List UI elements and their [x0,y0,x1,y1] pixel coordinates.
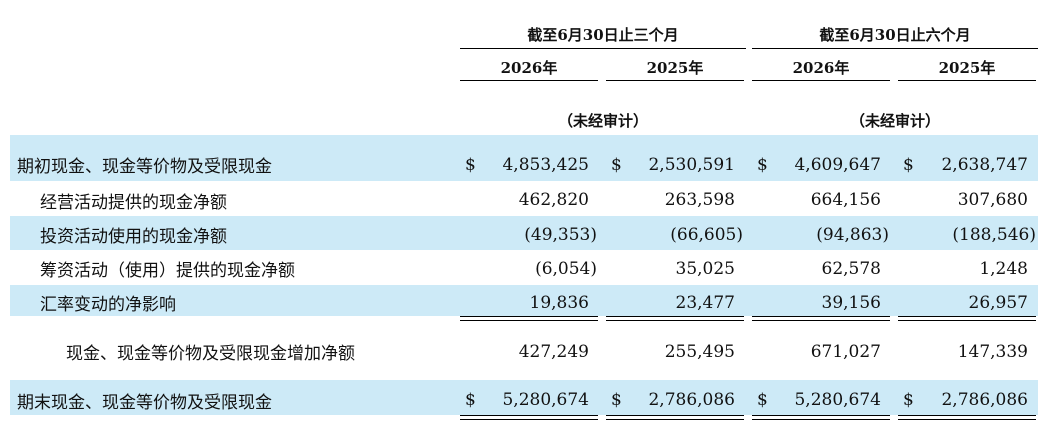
year-rule-2 [606,80,744,81]
value-closing-c2: 2,786,086 [648,390,735,410]
row-label-operating: 经营活动提供的现金净额 [40,193,227,213]
row-band-opening [10,135,1038,181]
value-opening-c3: 4,609,647 [794,155,881,175]
year-header-4: 2025年 [938,59,996,77]
header-three-months: 截至6月30日止三个月 [527,26,679,44]
subtotal-rule-4 [898,316,1036,321]
value-fx-c3: 39,156 [821,293,881,313]
total-double-rule-2 [606,415,744,420]
value-opening-c4: 2,638,747 [941,155,1028,175]
value-financing-c4: 1,248 [979,259,1028,279]
value-opening-c2: 2,530,591 [648,155,735,175]
value-fx-c4: 26,957 [968,293,1028,313]
total-double-rule-3 [752,415,890,420]
value-operating-c4: 307,680 [957,190,1028,210]
unaudited-label-1: （未经审计） [557,112,648,130]
currency-symbol: $ [611,155,622,175]
unaudited-label-2: （未经审计） [849,112,940,130]
subtotal-rule-2 [606,316,744,321]
value-investing-c4: (188,546) [952,225,1036,245]
total-double-rule-1 [460,415,598,420]
year-rule-4 [898,80,1036,81]
row-label-net-increase: 现金、现金等价物及受限现金增加净额 [66,344,355,364]
value-closing-c1: 5,280,674 [502,390,589,410]
value-financing-c1: (6,054) [535,259,597,279]
header-rule-1 [460,48,746,49]
value-operating-c3: 664,156 [810,190,881,210]
value-fx-c2: 23,477 [675,293,735,313]
value-net-increase-c2: 255,495 [664,342,735,362]
row-label-closing-cash: 期末现金、现金等价物及受限现金 [17,393,272,413]
value-opening-c1: 4,853,425 [502,155,589,175]
row-label-financing: 筹资活动（使用）提供的现金净额 [40,261,295,281]
value-net-increase-c4: 147,339 [957,342,1028,362]
value-financing-c2: 35,025 [675,259,735,279]
row-label-investing: 投资活动使用的现金净额 [40,227,227,247]
value-operating-c2: 263,598 [664,190,735,210]
value-closing-c3: 5,280,674 [794,390,881,410]
header-six-months: 截至6月30日止六个月 [819,26,971,44]
header-rule-2 [752,48,1038,49]
value-investing-c3: (94,863) [816,225,889,245]
subtotal-rule-1 [460,316,598,321]
value-operating-c1: 462,820 [518,190,589,210]
currency-symbol: $ [465,155,476,175]
total-double-rule-4 [898,415,1036,420]
year-header-3: 2026年 [792,59,850,77]
value-net-increase-c1: 427,249 [518,342,589,362]
currency-symbol: $ [611,390,622,410]
year-header-2: 2025年 [646,59,704,77]
currency-symbol: $ [903,155,914,175]
value-investing-c1: (49,353) [524,225,597,245]
currency-symbol: $ [465,390,476,410]
currency-symbol: $ [903,390,914,410]
row-band-closing [10,380,1038,415]
year-rule-1 [460,80,598,81]
value-financing-c3: 62,578 [821,259,881,279]
currency-symbol: $ [757,390,768,410]
year-rule-3 [752,80,890,81]
row-band-investing [10,216,1038,250]
currency-symbol: $ [757,155,768,175]
row-label-fx-impact: 汇率变动的净影响 [40,295,176,315]
year-header-1: 2026年 [500,59,558,77]
value-investing-c2: (66,605) [670,225,743,245]
row-label-opening-cash: 期初现金、现金等价物及受限现金 [17,157,272,177]
value-fx-c1: 19,836 [529,293,589,313]
value-net-increase-c3: 671,027 [810,342,881,362]
row-band-fx [10,285,1038,316]
subtotal-rule-3 [752,316,890,321]
value-closing-c4: 2,786,086 [941,390,1028,410]
